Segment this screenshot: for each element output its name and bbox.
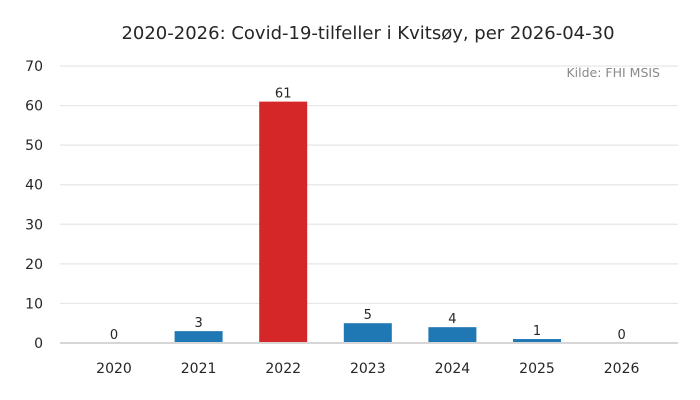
source-note: Kilde: FHI MSIS xyxy=(566,65,660,80)
x-tick-label: 2024 xyxy=(435,361,471,377)
y-tick-label: 20 xyxy=(25,257,43,273)
data-label-2026: 0 xyxy=(617,328,625,343)
x-tick-label: 2023 xyxy=(350,361,386,377)
bar-2022 xyxy=(259,101,308,343)
data-label-2023: 5 xyxy=(364,308,372,323)
bar-2024 xyxy=(428,327,477,343)
data-label-2021: 3 xyxy=(194,316,202,331)
bars xyxy=(174,101,561,343)
y-tick-label: 30 xyxy=(25,217,43,233)
x-tick-label: 2022 xyxy=(265,361,301,377)
x-tick-label: 2026 xyxy=(604,361,640,377)
chart-title: 2020-2026: Covid-19-tilfeller i Kvitsøy,… xyxy=(121,23,614,44)
data-labels: 0 3 61 5 4 1 0 xyxy=(110,87,626,343)
y-axis-ticks: 0 10 20 30 40 50 60 70 xyxy=(25,59,43,352)
x-tick-label: 2025 xyxy=(519,361,555,377)
bar-2025 xyxy=(513,339,561,343)
data-label-2025: 1 xyxy=(533,324,541,339)
y-tick-label: 0 xyxy=(34,336,43,352)
x-tick-label: 2020 xyxy=(96,361,132,377)
data-label-2020: 0 xyxy=(110,328,118,343)
bar-2023 xyxy=(343,323,392,343)
y-tick-label: 40 xyxy=(25,178,43,194)
x-tick-label: 2021 xyxy=(181,361,217,377)
bar-2021 xyxy=(174,331,223,343)
y-tick-label: 60 xyxy=(25,99,43,115)
y-tick-label: 10 xyxy=(25,296,43,312)
y-tick-label: 70 xyxy=(25,59,43,75)
x-axis-ticks: 2020 2021 2022 2023 2024 2025 2026 xyxy=(96,361,639,377)
data-label-2022: 61 xyxy=(275,87,292,102)
y-tick-label: 50 xyxy=(25,138,43,154)
data-label-2024: 4 xyxy=(448,312,456,327)
gridlines xyxy=(60,65,678,305)
